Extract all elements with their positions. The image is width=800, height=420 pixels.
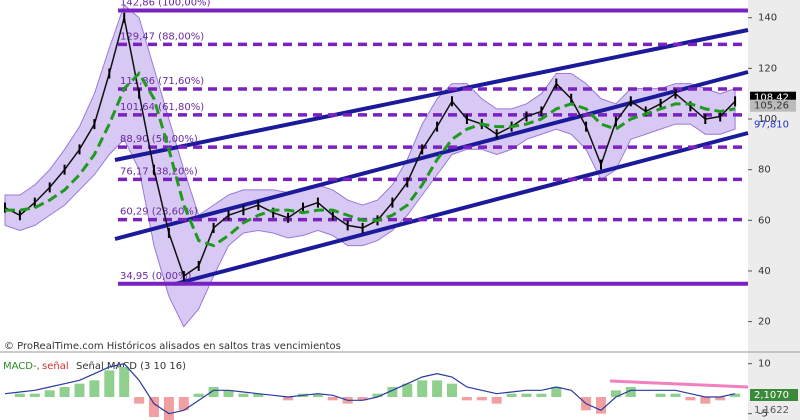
macd-bar <box>119 367 130 397</box>
macd-bar <box>402 383 413 397</box>
channel-lower <box>174 131 749 286</box>
fib-label: 129,47 (88,00%) <box>120 31 204 42</box>
macd-bar <box>357 397 368 401</box>
macd-bar <box>163 397 174 420</box>
fib-label: 76,17 (38,20%) <box>120 166 198 177</box>
macd-bar <box>29 393 40 397</box>
macd-tag: 1,1622 <box>754 405 789 416</box>
macd-bar <box>327 397 338 401</box>
fib-label: 34,95 (0,00%) <box>120 271 191 282</box>
macd-bar <box>625 387 636 397</box>
macd-bar <box>670 393 681 397</box>
y-tick-label: 140 <box>758 13 777 24</box>
macd-bar <box>178 397 189 411</box>
price-tag: 108,42 <box>754 93 789 104</box>
macd-bar <box>461 397 472 401</box>
macd-legend: señal <box>42 361 69 372</box>
macd-bar <box>387 387 398 397</box>
y-tick-label: 100 <box>758 114 777 125</box>
y-tick-label: 40 <box>758 266 771 277</box>
macd-bar <box>491 397 502 404</box>
macd-bar <box>253 393 264 397</box>
macd-legend: Señal MACD (3 10 16) <box>76 361 186 372</box>
macd-bar <box>223 390 234 397</box>
price-tag-bg <box>750 99 796 112</box>
price-tag: 105,26 <box>754 101 789 112</box>
macd-trend <box>609 379 749 389</box>
macd-bar <box>149 397 159 417</box>
macd-bar <box>134 397 145 404</box>
macd-bar <box>208 387 219 397</box>
fib-label: 142,86 (100,00%) <box>120 0 211 8</box>
y-tick-label: 20 <box>758 317 771 328</box>
fib-label: 111,86 (71,60%) <box>120 76 204 87</box>
macd-bar <box>700 397 711 404</box>
y-tick-label: 80 <box>758 165 771 176</box>
macd-bar <box>104 370 115 397</box>
macd-bar <box>312 393 323 397</box>
price-line <box>4 17 736 278</box>
moving-average <box>5 70 736 248</box>
macd-bar <box>551 387 562 397</box>
macd-bar <box>372 393 383 397</box>
macd-tick-label: 10 <box>758 359 771 370</box>
macd-legend: MACD-, <box>3 361 40 372</box>
macd-tick-label: -5 <box>758 409 768 420</box>
channel-middle <box>114 70 749 241</box>
fib-label: 60,29 (23,60%) <box>120 207 198 218</box>
macd-bar <box>506 393 517 397</box>
channel-upper <box>114 28 749 162</box>
macd-tag: 2,1070 <box>754 390 789 401</box>
axis-bg <box>748 0 800 420</box>
macd-bar <box>193 393 204 397</box>
macd-bar <box>730 393 741 397</box>
price-tag: 97,810 <box>754 120 789 131</box>
macd-line <box>4 363 736 415</box>
y-tick-label: 60 <box>758 215 771 226</box>
macd-bar <box>44 390 55 397</box>
macd-bar <box>715 397 726 401</box>
macd-bar <box>417 380 428 397</box>
macd-tag-bg <box>750 389 798 401</box>
macd-bar <box>447 383 457 397</box>
macd-bar <box>89 380 100 397</box>
macd-bar <box>536 393 547 397</box>
copyright: © ProRealTime.com Históricos alisados en… <box>4 340 341 352</box>
macd-bar <box>283 397 294 401</box>
macd-bar <box>596 397 606 414</box>
macd-bar <box>74 383 85 397</box>
y-tick-label: 120 <box>758 63 777 74</box>
macd-bar <box>238 393 249 397</box>
macd-bar <box>610 390 621 397</box>
bollinger-area <box>4 4 736 328</box>
macd-bar <box>59 387 70 397</box>
fib-label: 88,90 (50,00%) <box>120 134 198 145</box>
macd-bar <box>685 397 696 401</box>
main-panel <box>4 4 736 328</box>
macd-bar <box>14 393 25 397</box>
macd-bar <box>521 393 532 397</box>
macd-bar <box>432 380 443 397</box>
fib-label: 101,64 (61,80%) <box>120 102 204 113</box>
macd-bar <box>476 397 487 401</box>
macd-bar <box>655 393 666 397</box>
